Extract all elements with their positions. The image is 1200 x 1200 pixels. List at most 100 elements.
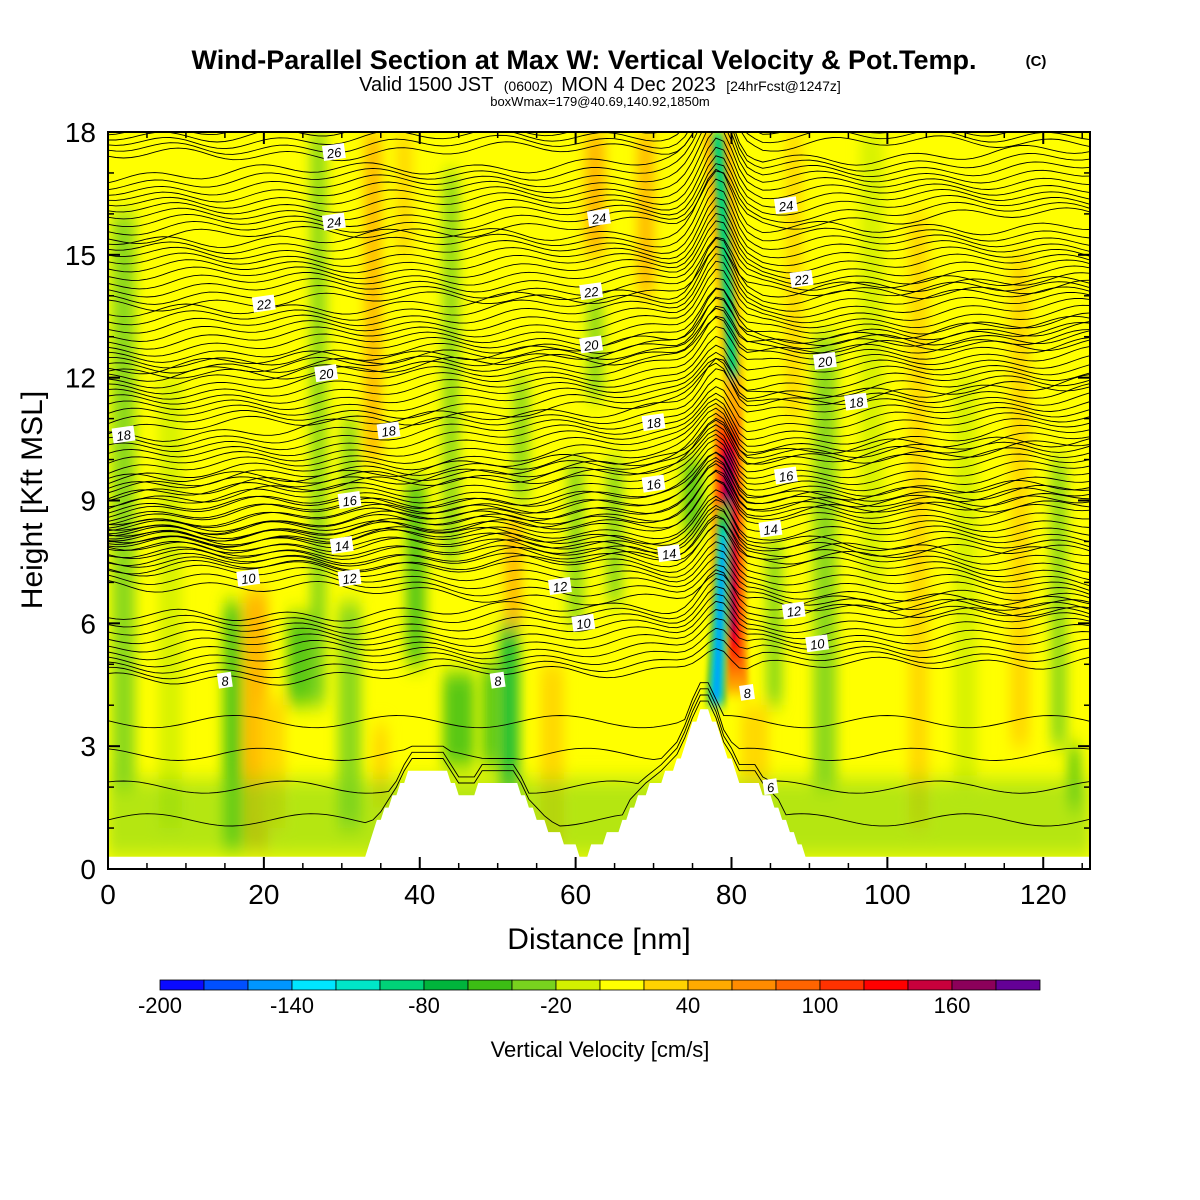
colorbar-label: Vertical Velocity [cm/s] [491,1037,710,1062]
contour-label: 16 [337,491,362,509]
isentrope-line [108,572,1090,618]
contour-label: 24 [773,196,798,215]
subtitle-valid: Valid 1500 JST (0600Z) MON 4 Dec 2023 [2… [359,74,841,96]
contour-label-text: 8 [493,673,503,689]
colorbar-swatch [907,979,953,991]
colorbar-tick-label: 100 [802,993,839,1018]
isentrope-line [108,600,1090,653]
isentrope-line [108,205,1090,274]
colorbar-swatch [379,979,425,991]
isentrope-line [108,155,1090,228]
isentrope-line [108,508,1090,560]
isentrope-line [108,132,1090,184]
velocity-streak [860,132,884,583]
isentrope-line [108,245,1090,326]
colorbar-swatch [247,979,293,991]
colorbar-swatch [731,979,777,991]
isentrope-line [108,358,1090,442]
contour-label-text: 22 [255,296,273,313]
isentrope-line [108,398,1090,475]
contour-label-text: 20 [582,337,600,354]
isentrope-line [108,132,1090,203]
contour-label-text: 14 [661,546,677,563]
subtitle-forecast: [24hrFcst@1247z] [726,78,841,94]
contour-label: 22 [789,269,814,288]
contour-label-box [844,392,869,411]
colorbar-swatch [423,979,469,991]
contour-label: 18 [111,425,136,444]
contour-label-box [236,568,261,587]
y-tick-label: 0 [80,854,96,885]
contour-label-text: 22 [582,284,600,301]
contour-label-box [758,519,783,538]
contour-label-box [216,671,233,689]
isentrope-line [108,351,1090,416]
isentrope-line [108,586,1090,636]
isentrope-line [108,682,1090,729]
isentrope-line [108,433,1090,510]
contour-label-text: 18 [645,415,662,432]
isentrope-line [108,638,1090,680]
y-tick-label: 9 [80,486,96,517]
contour-label: 6 [762,778,779,796]
contour-label-box [571,613,596,632]
isentrope-line [108,178,1090,254]
contour-label-text: 12 [552,578,569,595]
contour-label: 10 [571,613,596,632]
contour-label: 18 [641,413,666,432]
isentrope-line [108,260,1090,342]
contour-label-text: 12 [786,603,803,620]
contour-label-text: 26 [325,144,343,161]
contour-label-text: 14 [762,521,778,538]
colorbar-swatch [555,979,601,991]
y-axis-label: Height [Kft MSL] [16,391,49,609]
y-tick-label: 15 [65,240,96,271]
contour-label-box [337,568,362,587]
x-tick-label: 120 [1020,879,1067,910]
colorbar-swatch [599,979,645,991]
isentrope-line [108,253,1090,334]
isentrope-line [108,344,1090,411]
contour-label: 12 [337,568,362,587]
contour-label: 8 [489,671,506,689]
isentrope-line [108,516,1090,567]
isentrope-line [108,407,1090,494]
isentrope-line [108,514,1090,573]
y-tick-label: 3 [80,731,96,762]
isentrope-line [108,429,1090,500]
colorbar-swatch [335,979,381,991]
isentrope-line [108,556,1090,602]
contour-label-text: 20 [317,366,335,383]
subtitle-zulu-time: (0600Z) [504,78,553,94]
isentrope-line [108,146,1090,221]
isentrope-line [108,451,1090,514]
colorbar-tick-label: -20 [540,993,572,1018]
velocity-streak [158,377,183,829]
x-axis: 0 20 40 60 80 100 120 [100,132,1083,910]
contour-label-box [321,143,346,161]
isentrope-line [108,392,1090,464]
isentrope-line [108,694,1090,794]
colorbar-swatch [775,979,821,991]
isentrope-line [108,402,1090,485]
colorbar-swatch [203,979,249,991]
isentrope-line [108,197,1090,267]
contour-label: 22 [579,282,604,301]
velocity-streak [337,602,362,829]
copyright-mark: (C) [1026,53,1047,70]
velocity-streak [499,623,520,796]
contour-label-box [376,421,401,440]
velocity-streak [1068,746,1081,808]
velocity-streak [741,705,769,788]
velocity-streak [396,132,412,255]
isentrope-layer [108,132,1090,827]
x-tick-label: 20 [248,879,279,910]
colorbar-swatch [467,979,513,991]
isentrope-line [108,444,1090,526]
contour-label: 24 [586,208,611,227]
isentrope-line [108,132,1090,196]
contour-label: 14 [657,544,681,563]
isentrope-line [108,377,1090,452]
velocity-streak [505,520,522,624]
colorbar-tick-label: 40 [676,993,700,1018]
